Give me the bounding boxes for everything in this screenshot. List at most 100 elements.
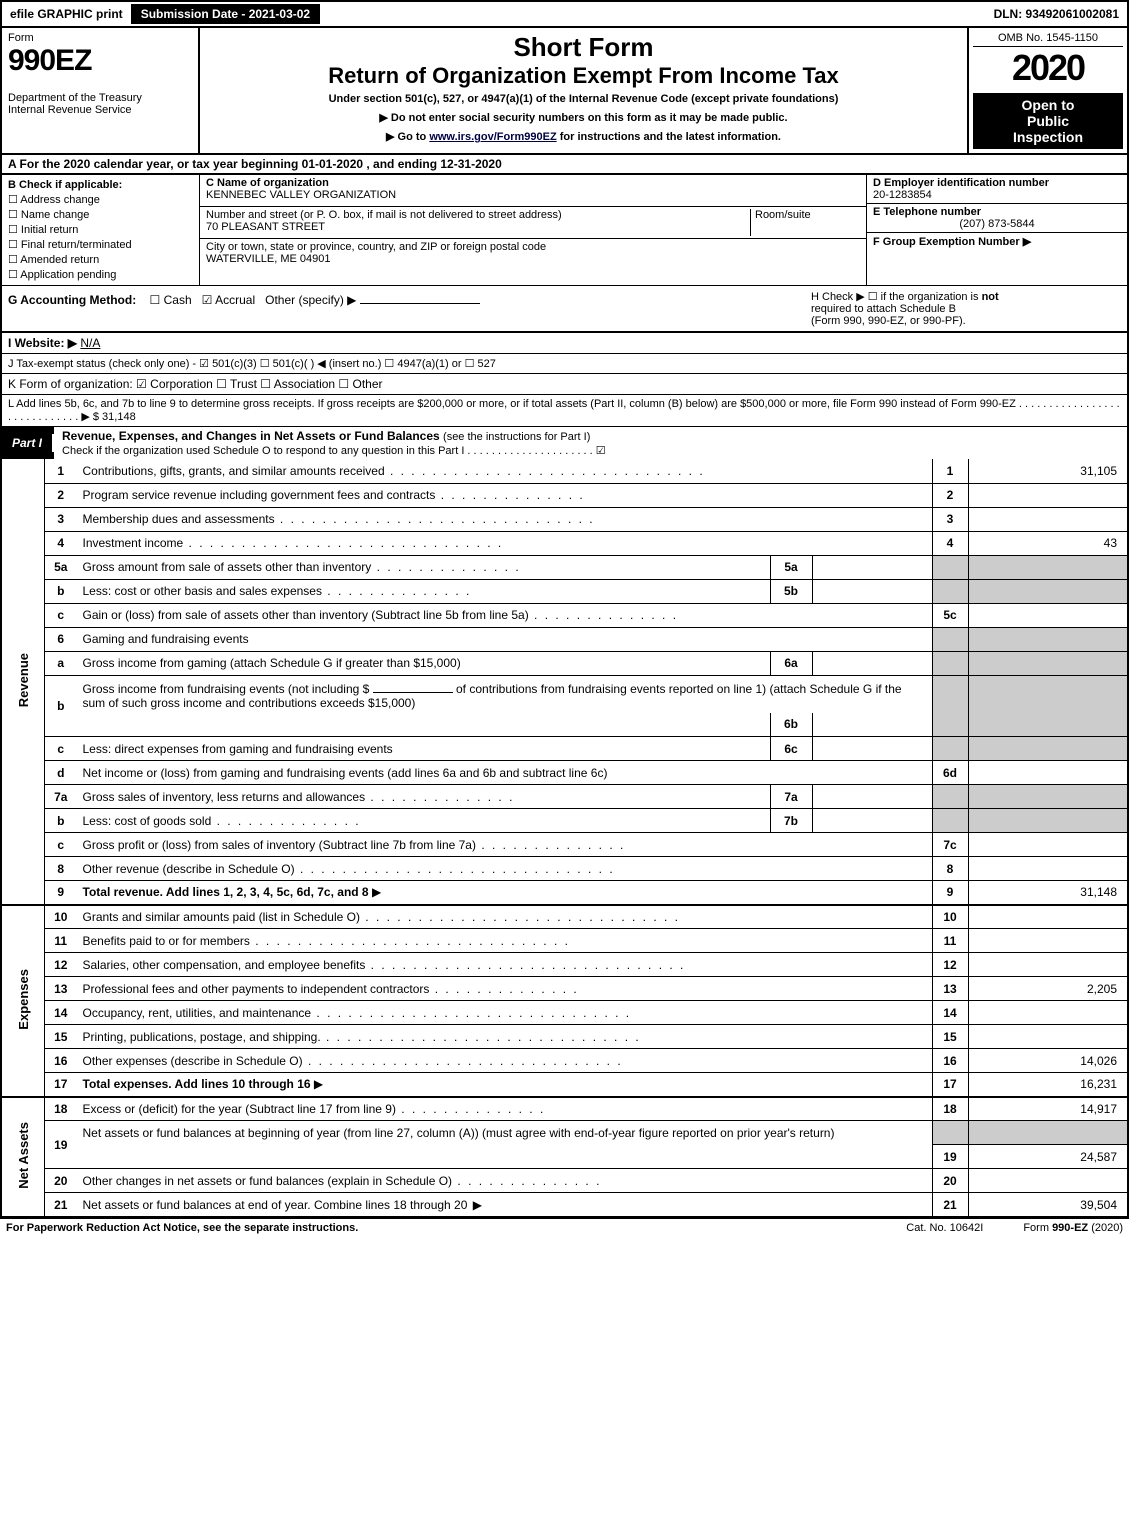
table-row: 12 Salaries, other compensation, and emp…	[1, 953, 1128, 977]
side-expenses: Expenses	[1, 905, 45, 1097]
ln-minibox: 7a	[770, 785, 812, 809]
ln-num: 21	[45, 1193, 77, 1217]
col-b: B Check if applicable: ☐ Address change …	[2, 175, 200, 285]
table-row: 2 Program service revenue including gove…	[1, 483, 1128, 507]
ln-nbox: 17	[932, 1073, 968, 1097]
ln-amt: 43	[968, 531, 1128, 555]
b-opt-name: ☐ Name change	[8, 208, 193, 221]
irs-label: Internal Revenue Service	[8, 104, 192, 116]
ln-amt-grey	[968, 1121, 1128, 1145]
city-block: City or town, state or province, country…	[200, 239, 866, 271]
ln-amt: 31,105	[968, 459, 1128, 483]
open3: Inspection	[975, 129, 1121, 145]
ln-desc: Salaries, other compensation, and employ…	[77, 953, 933, 977]
form-number: 990EZ	[8, 44, 192, 78]
part1-header: Part I Revenue, Expenses, and Changes in…	[0, 427, 1129, 459]
line-a: A For the 2020 calendar year, or tax yea…	[0, 155, 1129, 175]
top-bar: efile GRAPHIC print Submission Date - 20…	[0, 0, 1129, 26]
ln-nbox: 3	[932, 507, 968, 531]
ln-amt: 14,917	[968, 1097, 1128, 1121]
irs-link[interactable]: www.irs.gov/Form990EZ	[429, 131, 556, 143]
ln-nbox: 10	[932, 905, 968, 929]
ln-desc: Professional fees and other payments to …	[77, 977, 933, 1001]
table-row: 11 Benefits paid to or for members 11	[1, 929, 1128, 953]
table-row: 4 Investment income 4 43	[1, 531, 1128, 555]
d-block: D Employer identification number 20-1283…	[867, 175, 1127, 204]
ln-desc: Grants and similar amounts paid (list in…	[77, 905, 933, 929]
table-row: c Gross profit or (loss) from sales of i…	[1, 833, 1128, 857]
c-value: KENNEBEC VALLEY ORGANIZATION	[206, 189, 396, 201]
ln-desc: Investment income	[77, 531, 933, 555]
ln-amt: 31,148	[968, 881, 1128, 905]
b-opt-amended: ☐ Amended return	[8, 253, 193, 266]
l17-bold: Total expenses. Add lines 10 through 16	[83, 1077, 311, 1091]
ln-num: 1	[45, 459, 77, 483]
ln-nbox: 15	[932, 1025, 968, 1049]
footer-r-post: (2020)	[1091, 1222, 1123, 1234]
ln-nbox: 14	[932, 1001, 968, 1025]
ln-nbox: 2	[932, 483, 968, 507]
footer-r-bold: 990-EZ	[1052, 1222, 1088, 1234]
subtitle-1: Under section 501(c), 527, or 4947(a)(1)…	[206, 93, 961, 105]
ln-nbox: 18	[932, 1097, 968, 1121]
l9-bold: Total revenue. Add lines 1, 2, 3, 4, 5c,…	[83, 885, 369, 899]
ln-desc: Less: cost or other basis and sales expe…	[77, 579, 771, 603]
b-opt-final: ☐ Final return/terminated	[8, 238, 193, 251]
b-opt-address: ☐ Address change	[8, 193, 193, 206]
f-block: F Group Exemption Number ▶	[867, 233, 1127, 250]
ln-desc: Other expenses (describe in Schedule O)	[77, 1049, 933, 1073]
ln-num: c	[45, 603, 77, 627]
row-g-h: G Accounting Method: ☐ Cash ☑ Accrual Ot…	[0, 285, 1129, 333]
ln-num: 18	[45, 1097, 77, 1121]
dept-label: Department of the Treasury	[8, 92, 192, 104]
table-row: 17 Total expenses. Add lines 10 through …	[1, 1073, 1128, 1097]
row-h: H Check ▶ ☐ if the organization is not r…	[811, 290, 1121, 327]
ln-desc: Gaming and fundraising events	[77, 627, 933, 651]
ln-amt: 14,026	[968, 1049, 1128, 1073]
part1-title-text: Revenue, Expenses, and Changes in Net As…	[62, 429, 443, 443]
d-value: 20-1283854	[873, 189, 1121, 201]
city-value: WATERVILLE, ME 04901	[206, 253, 546, 265]
ln-minival	[812, 785, 932, 809]
i-label: I Website: ▶	[8, 336, 77, 350]
ln-nbox-grey	[932, 555, 968, 579]
ln-minival	[812, 713, 932, 737]
ln-num: c	[45, 833, 77, 857]
ln-num: 20	[45, 1169, 77, 1193]
l6b-blank	[373, 679, 453, 693]
ln-nbox: 19	[932, 1145, 968, 1169]
ln-nbox: 11	[932, 929, 968, 953]
table-row: Expenses 10 Grants and similar amounts p…	[1, 905, 1128, 929]
ln-minibox: 5b	[770, 579, 812, 603]
info-grid: B Check if applicable: ☐ Address change …	[0, 175, 1129, 285]
ln-desc: Gross amount from sale of assets other t…	[77, 555, 771, 579]
return-title: Return of Organization Exempt From Incom…	[206, 63, 961, 89]
table-row: b Less: cost of goods sold 7b	[1, 809, 1128, 833]
table-row: 7a Gross sales of inventory, less return…	[1, 785, 1128, 809]
ln-num: b	[45, 675, 77, 737]
footer-catno: Cat. No. 10642I	[906, 1222, 983, 1234]
ln-amt-grey	[968, 675, 1128, 737]
table-row: 3 Membership dues and assessments 3	[1, 507, 1128, 531]
g-label: G Accounting Method:	[8, 293, 136, 307]
ln-minibox: 6b	[770, 713, 812, 737]
h-text2: required to attach Schedule B	[811, 303, 956, 315]
open2: Public	[975, 113, 1121, 129]
ln-minival	[812, 737, 932, 761]
addr-label: Number and street (or P. O. box, if mail…	[206, 209, 562, 221]
ln-num: 5a	[45, 555, 77, 579]
ln-nbox: 12	[932, 953, 968, 977]
ln-desc: Contributions, gifts, grants, and simila…	[77, 459, 933, 483]
ln-desc: Membership dues and assessments	[77, 507, 933, 531]
l6b-d1: Gross income from fundraising events (no…	[83, 682, 370, 696]
subtitle-2: ▶ Do not enter social security numbers o…	[206, 111, 961, 124]
ln-nbox: 16	[932, 1049, 968, 1073]
ln-desc: Less: cost of goods sold	[77, 809, 771, 833]
h-text3: (Form 990, 990-EZ, or 990-PF).	[811, 315, 966, 327]
ln-desc: Program service revenue including govern…	[77, 483, 933, 507]
ln-desc: Other changes in net assets or fund bala…	[77, 1169, 933, 1193]
ln-amt	[968, 603, 1128, 627]
ln-amt: 24,587	[968, 1145, 1128, 1169]
ln-num: b	[45, 579, 77, 603]
f-label: F Group Exemption Number ▶	[873, 235, 1121, 248]
